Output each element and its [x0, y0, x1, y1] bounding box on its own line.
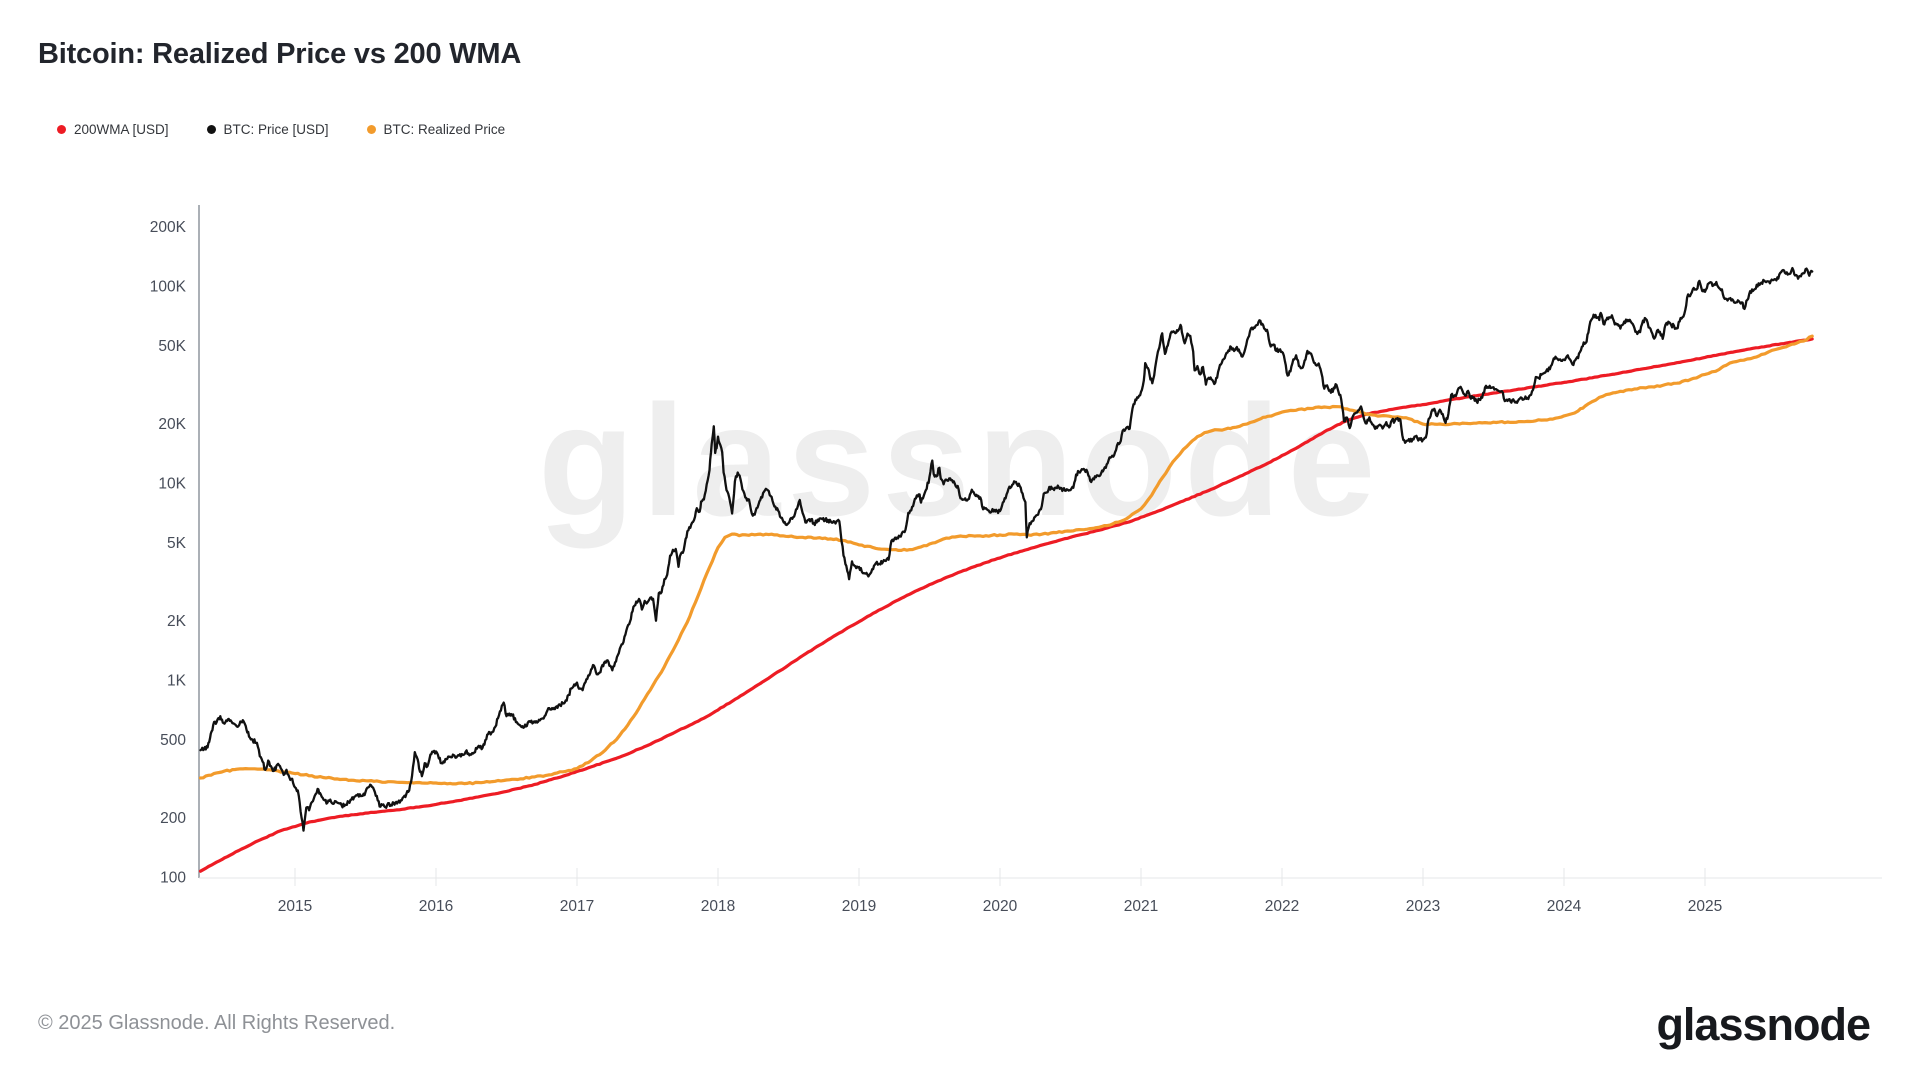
y-axis-label: 1K	[167, 673, 187, 690]
x-axis-label: 2023	[1406, 898, 1440, 915]
x-axis-label: 2016	[419, 898, 453, 915]
y-axis-label: 200	[160, 810, 186, 827]
chart-legend: 200WMA [USD] BTC: Price [USD] BTC: Reali…	[57, 122, 505, 137]
glassnode-logo: glassnode	[1656, 999, 1871, 1050]
legend-label-200wma: 200WMA [USD]	[74, 122, 169, 137]
series-line-1	[199, 266, 1814, 832]
x-axis-label: 2022	[1265, 898, 1299, 915]
y-axis-label: 200K	[150, 219, 187, 236]
glassnode-watermark: glassnode	[538, 373, 1383, 549]
legend-item-realized-price[interactable]: BTC: Realized Price	[366, 122, 506, 137]
legend-label-btc-price: BTC: Price [USD]	[223, 122, 329, 137]
legend-label-realized-price: BTC: Realized Price	[383, 122, 506, 137]
y-axis-label: 100	[160, 870, 186, 887]
y-axis-label: 500	[160, 732, 186, 749]
x-axis-label: 2020	[983, 898, 1018, 915]
x-axis-label: 2024	[1547, 898, 1582, 915]
y-axis-label: 20K	[158, 416, 186, 433]
x-axis-label: 2021	[1124, 898, 1158, 915]
y-axis-label: 50K	[158, 338, 186, 355]
series-line-2	[198, 334, 1814, 786]
y-axis-label: 10K	[158, 476, 186, 493]
x-axis-label: 2017	[560, 898, 594, 915]
page-title: Bitcoin: Realized Price vs 200 WMA	[38, 38, 522, 70]
y-axis-label: 2K	[167, 613, 187, 630]
legend-item-200wma[interactable]: 200WMA [USD]	[57, 122, 169, 137]
copyright-text: © 2025 Glassnode. All Rights Reserved.	[38, 1012, 396, 1034]
series-line-0	[198, 337, 1814, 873]
legend-item-btc-price[interactable]: BTC: Price [USD]	[206, 122, 329, 137]
x-axis-label: 2018	[701, 898, 735, 915]
legend-dot-black-icon	[206, 125, 216, 134]
y-axis-label: 5K	[167, 535, 187, 552]
x-axis-label: 2025	[1688, 898, 1722, 915]
x-axis-label: 2015	[278, 898, 312, 915]
x-axis-label: 2019	[842, 898, 876, 915]
y-axis-label: 100K	[150, 279, 187, 296]
legend-dot-red-icon	[57, 125, 66, 134]
legend-dot-orange-icon	[366, 125, 376, 134]
